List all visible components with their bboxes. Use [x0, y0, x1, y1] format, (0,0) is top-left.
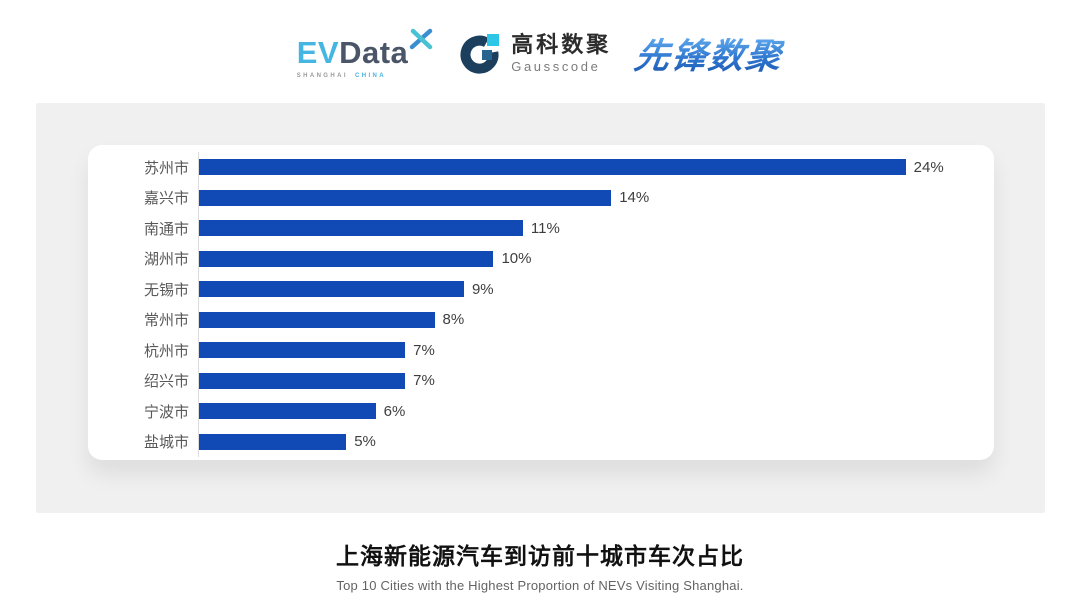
category-label: 苏州市 — [143, 159, 189, 177]
bar — [199, 189, 612, 206]
value-label: 11% — [530, 219, 560, 237]
bar-cell: 9% — [198, 274, 994, 305]
bar — [199, 433, 347, 450]
evdata-tagline: SHANGHAI CHINA — [297, 73, 386, 79]
bar-cell: 5% — [198, 426, 994, 457]
chart-row: 苏州市 24% — [88, 152, 994, 183]
category-label: 嘉兴市 — [143, 190, 189, 208]
category-label: 宁波市 — [143, 403, 189, 421]
bar — [199, 342, 406, 359]
value-label: 14% — [619, 189, 650, 207]
category-label: 绍兴市 — [143, 373, 189, 391]
evdata-tagline-shanghai: SHANGHAI — [296, 73, 348, 79]
evdata-tagline-china: CHINA — [354, 73, 386, 79]
bar-cell: 11% — [198, 213, 994, 244]
evdata-data-text: Data — [339, 35, 409, 70]
bar-cell: 14% — [198, 182, 994, 213]
value-label: 5% — [354, 433, 376, 451]
category-label: 无锡市 — [143, 281, 189, 299]
value-label: 6% — [383, 402, 406, 420]
category-label: 常州市 — [143, 312, 189, 330]
value-label: 9% — [471, 280, 494, 298]
chart-row: 无锡市 9% — [88, 274, 994, 305]
bar-cell: 6% — [198, 396, 994, 427]
bar-cell: 24% — [198, 152, 994, 183]
pioneer-wordmark: 先锋数聚 — [632, 37, 786, 76]
chart-panel: 苏州市 24% 嘉兴市 14% 南通市 11% 湖州市 10% 无锡市 9% 常州市 8% 杭州市 7% 绍… — [36, 103, 1045, 513]
caption: 上海新能源汽车到访前十城市车次占比 Top 10 Cities with the… — [0, 537, 1080, 593]
pioneer-logo: 先锋数聚 — [632, 28, 787, 79]
chart-subtitle: Top 10 Cities with the Highest Proportio… — [336, 578, 744, 593]
gausscode-wordmark: 高科数聚 Gausscode — [511, 32, 612, 74]
page: EV Data SHANGHAI CHINA 高科数聚 Gausscode — [0, 0, 1080, 593]
bar-cell: 7% — [198, 335, 994, 366]
chart-row: 常州市 8% — [88, 304, 994, 335]
value-label: 10% — [501, 250, 532, 268]
bar — [199, 159, 906, 176]
category-label: 杭州市 — [143, 342, 189, 360]
chart-row: 杭州市 7% — [88, 335, 994, 366]
chart-row: 湖州市 10% — [88, 243, 994, 274]
chart-row: 盐城市 5% — [88, 426, 994, 457]
bar — [199, 311, 435, 328]
bar — [199, 403, 376, 420]
category-label: 南通市 — [143, 220, 189, 238]
chart-row: 南通市 11% — [88, 213, 994, 244]
bar-cell: 7% — [198, 365, 994, 396]
evdata-wordmark: EV Data — [297, 28, 435, 68]
gausscode-en-text: Gausscode — [511, 58, 601, 74]
value-label: 8% — [442, 311, 465, 329]
chart-card: 苏州市 24% 嘉兴市 14% 南通市 11% 湖州市 10% 无锡市 9% 常州市 8% 杭州市 7% 绍… — [88, 145, 994, 460]
category-label: 盐城市 — [143, 434, 189, 452]
value-label: 24% — [913, 158, 944, 176]
bar-cell: 8% — [198, 304, 994, 335]
bar — [199, 281, 464, 298]
logo-bar: EV Data SHANGHAI CHINA 高科数聚 Gausscode — [0, 0, 1080, 103]
evdata-logo: EV Data SHANGHAI CHINA — [297, 28, 435, 79]
gausscode-g-icon — [460, 33, 500, 74]
chart-title: 上海新能源汽车到访前十城市车次占比 — [336, 543, 744, 569]
gausscode-cn-text: 高科数聚 — [511, 32, 612, 58]
bar — [199, 220, 523, 237]
evdata-x-icon — [410, 28, 433, 50]
bar-cell: 10% — [198, 243, 994, 274]
chart-row: 嘉兴市 14% — [88, 182, 994, 213]
evdata-ev-text: EV — [296, 35, 340, 70]
gausscode-logo: 高科数聚 Gausscode — [458, 32, 611, 76]
bar — [199, 250, 494, 267]
value-label: 7% — [413, 341, 435, 359]
value-label: 7% — [413, 372, 435, 390]
chart-row: 绍兴市 7% — [88, 365, 994, 396]
chart-row: 宁波市 6% — [88, 396, 994, 427]
chart-rows: 苏州市 24% 嘉兴市 14% 南通市 11% 湖州市 10% 无锡市 9% 常州市 8% 杭州市 7% 绍… — [88, 145, 994, 460]
category-label: 湖州市 — [143, 251, 189, 269]
bar — [199, 372, 406, 389]
